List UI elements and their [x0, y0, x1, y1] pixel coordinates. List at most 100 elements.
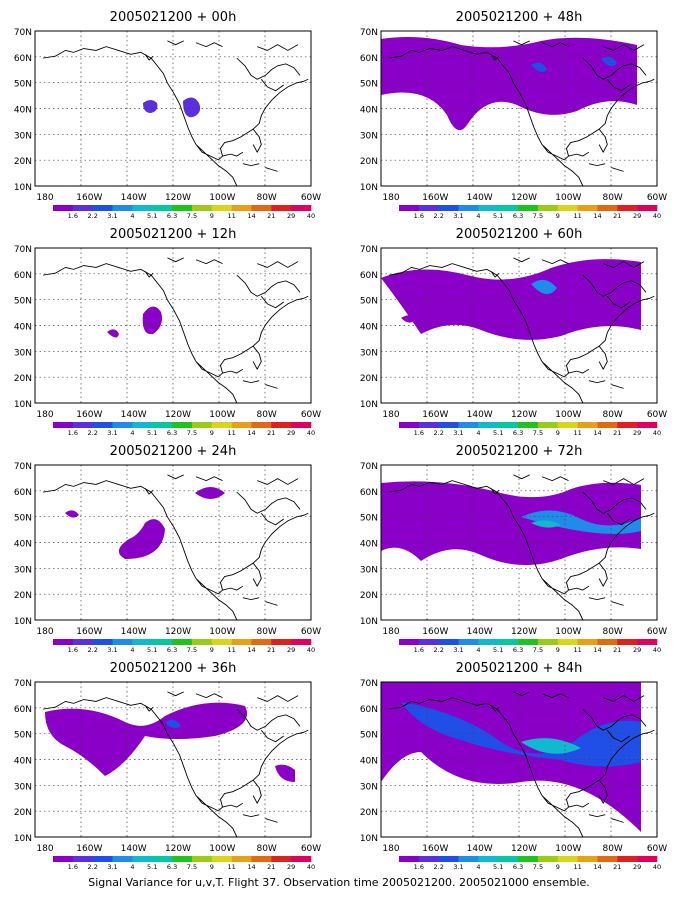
colorbar-label: 4	[476, 646, 480, 654]
lon-label: 120W	[511, 627, 537, 637]
variance-contour	[521, 738, 581, 754]
map-frame	[380, 464, 658, 621]
colorbar-swatch	[438, 422, 459, 428]
variance-contour	[401, 702, 641, 767]
colorbar-swatch	[271, 856, 292, 862]
variance-contour	[143, 100, 158, 113]
lon-label: 120W	[165, 627, 191, 637]
lon-label: 60W	[301, 193, 321, 203]
colorbar-swatch	[72, 205, 93, 211]
colorbar-label: 5.1	[147, 212, 157, 220]
variance-contour	[107, 329, 119, 338]
colorbar-label: 11	[573, 863, 581, 871]
colorbar-label: 40	[653, 646, 661, 654]
coastline	[42, 40, 309, 186]
colorbar-swatch	[191, 422, 213, 428]
colorbar-swatch	[418, 856, 439, 862]
variance-contour	[65, 510, 79, 518]
lat-label: 70N	[14, 679, 32, 689]
colorbar-label: 11	[573, 429, 581, 437]
lat-label: 60N	[360, 271, 378, 281]
colorbar-swatch	[597, 639, 618, 645]
colorbar-swatch	[92, 422, 113, 428]
lon-label: 160W	[76, 844, 102, 854]
colorbar-swatch	[271, 639, 292, 645]
lat-label: 50N	[360, 297, 378, 307]
panel-title: 2005021200 + 24h	[110, 444, 237, 459]
colorbar-label: 5.1	[493, 429, 503, 437]
colorbar-label: 3.1	[453, 429, 463, 437]
map-frame	[34, 30, 312, 187]
lat-label: 10N	[14, 400, 32, 410]
colorbar-swatch	[478, 639, 499, 645]
colorbar-swatch	[251, 422, 272, 428]
colorbar-label: 1.6	[414, 429, 424, 437]
lon-label: 180	[36, 844, 53, 854]
colorbar-swatch	[537, 205, 559, 211]
lat-label: 40N	[14, 757, 32, 767]
lon-label: 160W	[422, 193, 448, 203]
colorbar-label: 29	[633, 863, 641, 871]
variance-contour	[531, 520, 561, 528]
colorbar-label: 14	[593, 429, 601, 437]
map-panel: 2005021200 + 60h 70N 60N 50N 40N 30N 20N 10N 180…	[360, 227, 667, 437]
lon-label: 120W	[511, 410, 537, 420]
lon-label: 180	[36, 627, 53, 637]
colorbar-label: 3.1	[107, 863, 117, 871]
colorbar-swatch	[191, 856, 213, 862]
colorbar-label: 21	[613, 646, 621, 654]
colorbar-label: 4	[476, 429, 480, 437]
lon-label: 120W	[165, 193, 191, 203]
colorbar-swatch	[557, 422, 578, 428]
lat-label: 10N	[14, 183, 32, 193]
colorbar-label: 40	[307, 212, 315, 220]
colorbar-label: 9	[210, 429, 214, 437]
colorbar-swatch	[271, 422, 292, 428]
lat-label: 30N	[360, 348, 378, 358]
colorbar-swatch	[478, 205, 499, 211]
colorbar-label: 9	[210, 646, 214, 654]
lat-label: 40N	[360, 106, 378, 116]
colorbar-swatch	[172, 639, 193, 645]
lon-label: 120W	[511, 844, 537, 854]
colorbar-swatch	[617, 205, 638, 211]
colorbar-label: 7.5	[533, 646, 543, 654]
colorbar-label: 9	[556, 429, 560, 437]
colorbar-swatch	[53, 639, 74, 645]
colorbar-swatch	[152, 639, 173, 645]
lat-label: 50N	[360, 514, 378, 524]
colorbar-swatch	[518, 639, 539, 645]
colorbar-label: 29	[633, 212, 641, 220]
lon-label: 80W	[256, 627, 276, 637]
lon-label: 120W	[511, 193, 537, 203]
colorbar-swatch	[577, 205, 598, 211]
colorbar-label: 1.6	[414, 646, 424, 654]
colorbar-swatch	[418, 205, 439, 211]
lon-label: 60W	[647, 627, 667, 637]
variance-contour	[45, 702, 247, 776]
colorbar-label: 14	[247, 646, 255, 654]
lon-label: 60W	[647, 844, 667, 854]
lat-label: 60N	[14, 488, 32, 498]
colorbar-label: 7.5	[533, 212, 543, 220]
lon-label: 80W	[256, 410, 276, 420]
lat-label: 30N	[14, 348, 32, 358]
colorbar-swatch	[211, 422, 232, 428]
lat-label: 20N	[14, 157, 32, 167]
colorbar-label: 14	[247, 863, 255, 871]
lat-label: 20N	[360, 808, 378, 818]
colorbar-swatch	[53, 856, 74, 862]
colorbar-swatch	[637, 639, 658, 645]
lon-label: 80W	[602, 410, 622, 420]
lat-label: 60N	[360, 488, 378, 498]
colorbar-swatch	[72, 639, 93, 645]
colorbar-label: 11	[227, 212, 235, 220]
lon-label: 160W	[422, 627, 448, 637]
colorbar-swatch	[557, 856, 578, 862]
colorbar-swatch	[172, 856, 193, 862]
colorbar-swatch	[577, 856, 598, 862]
colorbar-label: 21	[267, 863, 275, 871]
coastline	[42, 257, 309, 403]
colorbar-swatch	[211, 856, 232, 862]
map-frame	[34, 464, 312, 621]
